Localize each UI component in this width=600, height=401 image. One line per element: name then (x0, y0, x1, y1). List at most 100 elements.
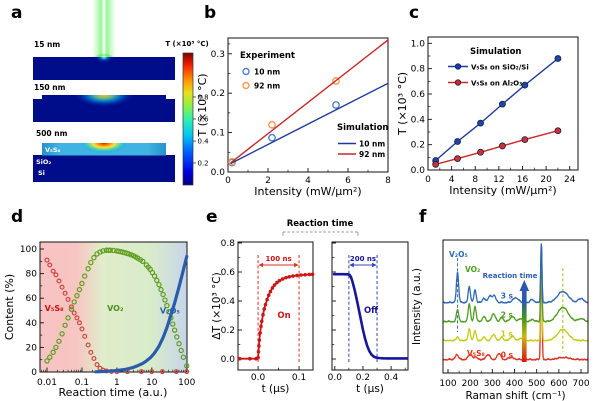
data-marker (162, 297, 168, 303)
y-tick-label: 0.2 (411, 141, 425, 151)
data-marker (74, 315, 80, 321)
x-tick-label: 6 (345, 176, 351, 186)
panel-label-c: c (409, 3, 420, 23)
phase-label: VO₂ (107, 304, 124, 313)
y-tick-label: 0.4 (221, 297, 236, 307)
panel-f-raman-spectra-chart: 100 200 300 400 500 600 700 Raman shift (cm⁻¹) I… (411, 239, 590, 401)
legend-title-experiment: Experiment (240, 51, 295, 61)
data-marker (100, 248, 106, 254)
series-line (434, 130, 559, 165)
data-marker (521, 81, 529, 89)
off-label: Off (364, 306, 378, 316)
data-marker (50, 349, 56, 356)
data-marker (44, 257, 50, 263)
data-marker (107, 247, 114, 253)
data-marker (76, 320, 82, 326)
x-tick-label: 600 (550, 379, 567, 389)
curve-marker (259, 319, 264, 324)
x-tick-label: 700 (572, 379, 589, 389)
data-marker (62, 322, 68, 328)
curve-marker (265, 297, 269, 302)
x-tick-label: 300 (484, 379, 501, 389)
data-marker (156, 281, 162, 288)
curve-marker (272, 283, 277, 287)
curve-marker (263, 302, 268, 307)
y-tick-label: 0.1 (211, 129, 225, 139)
x-tick-label: 400 (506, 379, 523, 389)
y-tick-label: 0 (31, 368, 37, 378)
x-axis-label: Intensity (mW/μm²) (254, 185, 361, 198)
x-tick-label: 0.01 (37, 378, 57, 388)
y-tick-label: 0.8 (221, 239, 236, 249)
trace-time-label: 0 s (501, 351, 514, 360)
data-marker (56, 338, 62, 344)
x-tick-label: 8 (385, 176, 391, 186)
data-marker (184, 363, 190, 369)
curve-marker (237, 356, 242, 361)
substrate-layer (33, 155, 175, 182)
legend-title-simulation: Simulation (337, 123, 388, 133)
response-curve (238, 273, 314, 360)
data-marker (184, 369, 190, 375)
curve-marker (299, 273, 303, 277)
curve-marker (257, 338, 262, 342)
x-tick-label: 12 (493, 175, 504, 185)
data-marker (44, 358, 50, 364)
data-marker (170, 321, 176, 327)
data-marker (65, 315, 71, 321)
y-tick-label: 0.2 (211, 89, 225, 99)
y-axis-label: Intensity (a.u.) (411, 268, 423, 345)
v5s8-peak-label: V₅S₈ (467, 349, 485, 358)
y-tick-label: 0.6 (411, 90, 426, 100)
reaction-time-label: Reaction time (287, 219, 354, 229)
y-tick-label: 0.2 (221, 326, 235, 336)
x-tick-label: 24 (564, 175, 576, 185)
panel-e-switching-time-chart: 0.00.20.40.60.8ΔT (×10³ °C)t (μs) t (μs)0… (212, 219, 409, 395)
data-marker (88, 259, 94, 266)
panel-label-d: d (11, 207, 24, 227)
data-marker (454, 138, 461, 145)
response-curve (332, 272, 409, 360)
curve-marker (277, 278, 282, 283)
data-marker (554, 55, 562, 62)
x-axis-label: t (μs) (262, 383, 290, 395)
panel-label-b: b (204, 3, 217, 23)
legend-item-label: 92 nm (359, 150, 385, 159)
data-marker (180, 354, 187, 360)
data-marker (91, 254, 97, 261)
data-marker (68, 306, 75, 312)
film-thickness-label: 150 nm (34, 83, 66, 92)
curve-marker (262, 307, 267, 311)
legend-item-label: 92 nm (254, 82, 280, 91)
reaction-time-arrow-shaft (522, 289, 527, 362)
data-marker (164, 302, 170, 309)
experiment-marker (332, 101, 340, 109)
heatmap-150nm (33, 95, 175, 122)
g-shape (74, 95, 134, 107)
data-marker (432, 160, 440, 168)
hotspot-15nm (95, 57, 113, 63)
data-marker (85, 265, 91, 272)
phase-label: V₂O₅ (160, 307, 180, 316)
data-marker (159, 369, 165, 375)
g-shape (95, 57, 113, 63)
on-label: On (277, 311, 290, 321)
data-marker (97, 249, 103, 255)
data-marker (59, 284, 65, 290)
colorbar-tick-label: 0.6 (198, 116, 210, 124)
vo2-peak-label: VO₂ (465, 265, 480, 274)
data-marker (88, 349, 94, 355)
data-marker (174, 334, 180, 340)
colorbar-tick-label: 0.2 (198, 159, 209, 167)
data-marker (176, 341, 182, 347)
phase-label: V₅S₈ (45, 304, 64, 313)
curve-marker (266, 293, 271, 297)
x-tick-label: 2 (265, 176, 271, 186)
legend-item-label: 10 nm (359, 140, 385, 149)
data-marker (521, 136, 529, 144)
data-marker (110, 247, 117, 254)
legend-marker (242, 81, 250, 90)
y-tick-label: 0.6 (221, 268, 236, 278)
axes-box (237, 241, 314, 371)
